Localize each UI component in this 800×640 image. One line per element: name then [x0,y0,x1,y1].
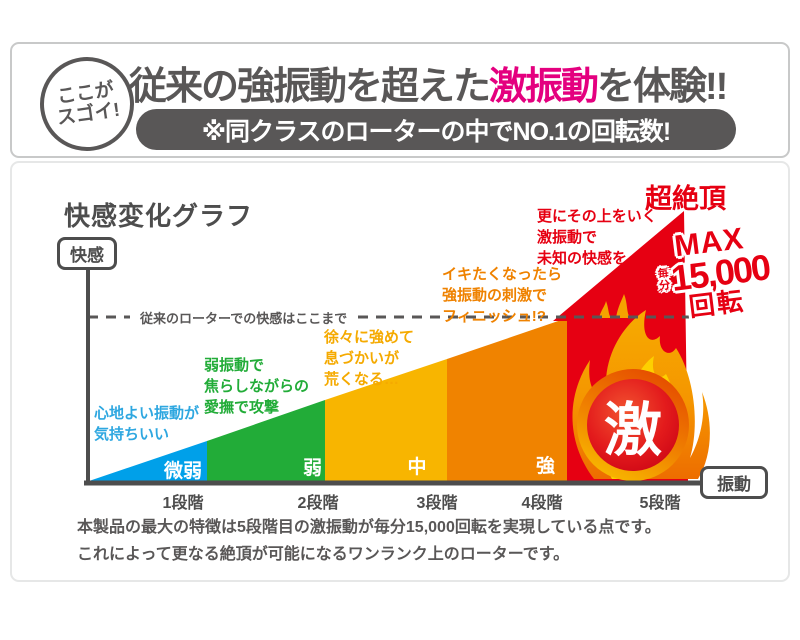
annotation-line: 気持ちいい [94,426,170,443]
annotation-line: 荒くなる… [324,371,400,388]
stage-area-3 [325,359,447,481]
x-axis-label: 振動 [700,466,768,499]
page-title: 従来の強振動を超えた激振動を体験!! [129,55,728,110]
x-tick-4: 4段階 [521,495,563,512]
x-tick-1: 1段階 [162,495,204,512]
annotation-line: 激振動で [537,229,598,246]
geki-medal-core [587,379,679,471]
annotation-line: フィニッシュ!? [442,308,546,325]
annotation-line: 焦らしながらの [204,378,310,395]
title-highlight: 激振動 [489,66,599,108]
annotation-line: 弱振動で [204,357,265,374]
annotation-stage-4: イキたくなったら 強振動の刺激で フィニッシュ!? [442,264,562,327]
stage-area-2 [207,400,325,481]
subtitle-banner: ※同クラスのローターの中でNO.1の回転数! [136,109,736,150]
flame-tip-2 [599,301,611,318]
annotation-line: イキたくなったら [442,266,563,283]
annotation-line: 心地よい振動が [94,405,200,422]
y-axis-label: 快感 [57,237,117,270]
annotation-line: 息づかいが [324,350,400,367]
annotation-stage-1: 心地よい振動が 気持ちいい [94,403,199,445]
annotation-stage-2: 弱振動で 焦らしながらの 愛撫で攻撃 [204,355,309,418]
footer-description-line2: これによって更なる絶頂が可能になるワンランク上のローターです。 [77,546,570,563]
stage-area-4 [447,318,567,481]
x-tick-5: 5段階 [639,495,681,512]
geki-character: 激 [603,398,662,463]
stage-name-1: 微弱 [163,461,202,482]
title-pre: 従来の強振動を超えた [129,66,491,108]
title-post: を体験!! [597,66,728,108]
x-tick-2: 2段階 [297,495,339,512]
annotation-stage-3: 徐々に強めて 息づかいが 荒くなる… [324,327,414,390]
stage-name-2: 弱 [302,458,322,479]
annotation-line: 強振動の刺激で [442,287,548,304]
stage-area-1 [89,441,207,481]
annotation-stage-5: 更にその上をいく 激振動で 未知の快感を [537,206,657,269]
annotation-line: 更にその上をいく [537,208,657,225]
stage-name-3: 中 [407,457,427,478]
annotation-line: 徐々に強めて [324,329,415,346]
chart-title: 快感変化グラフ [64,201,254,231]
flame-tip-1 [616,294,630,318]
annotation-line: 愛撫で攻撃 [204,399,280,416]
footer-description-line1: 本製品の最大の特徴は5段階目の激振動が毎分15,000回転を実現している点です。 [77,519,661,536]
threshold-label: 従来のローターでの快感はここまで [130,307,358,328]
peak-label: 超絶頂 [645,184,726,214]
stage-name-4: 強 [535,456,555,477]
x-tick-3: 3段階 [416,495,458,512]
annotation-line: 未知の快感を [537,250,628,267]
